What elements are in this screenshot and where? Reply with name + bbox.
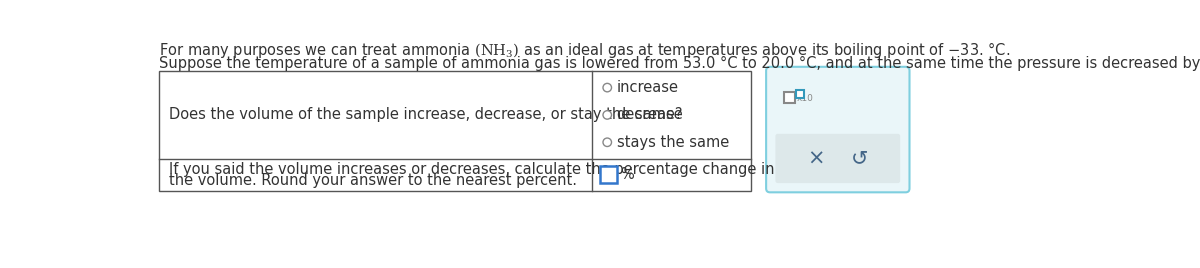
Text: decrease: decrease: [617, 107, 683, 122]
Text: If you said the volume increases or decreases, calculate the percentage change i: If you said the volume increases or decr…: [168, 162, 774, 177]
Bar: [160, 71, 751, 191]
Text: x10: x10: [797, 94, 814, 103]
Text: ×: ×: [808, 148, 824, 169]
Circle shape: [602, 138, 612, 147]
Bar: [600, 166, 617, 183]
Text: the volume. Round your answer to the nearest percent.: the volume. Round your answer to the nea…: [168, 173, 577, 188]
FancyBboxPatch shape: [766, 67, 910, 192]
Text: stays the same: stays the same: [617, 135, 728, 150]
Bar: [797, 90, 804, 98]
Circle shape: [602, 111, 612, 119]
Bar: [778, 136, 898, 181]
Circle shape: [602, 83, 612, 92]
Text: %: %: [620, 168, 634, 183]
Text: ↺: ↺: [851, 148, 869, 169]
Text: increase: increase: [617, 80, 678, 95]
Text: For many purposes we can treat ammonia $\left(\mathrm{NH_3}\right)$ as an ideal : For many purposes we can treat ammonia $…: [160, 40, 1010, 60]
FancyBboxPatch shape: [775, 134, 900, 183]
Text: Suppose the temperature of a sample of ammonia gas is lowered from 53.0 °C to 20: Suppose the temperature of a sample of a…: [160, 56, 1200, 71]
Text: Does the volume of the sample increase, decrease, or stay the same?: Does the volume of the sample increase, …: [168, 107, 682, 122]
Bar: [784, 92, 794, 103]
